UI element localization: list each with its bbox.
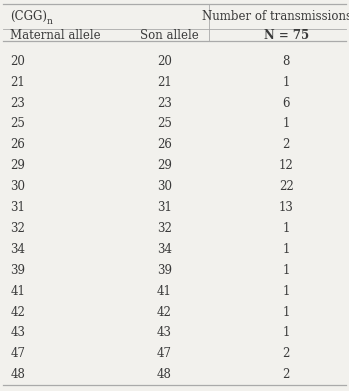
Text: 12: 12 — [279, 159, 294, 172]
Text: 43: 43 — [10, 326, 25, 339]
Text: 26: 26 — [10, 138, 25, 151]
Text: 1: 1 — [282, 285, 290, 298]
Text: 47: 47 — [10, 347, 25, 360]
Text: 32: 32 — [157, 222, 172, 235]
Text: 34: 34 — [157, 243, 172, 256]
Text: 25: 25 — [10, 117, 25, 131]
Text: 1: 1 — [282, 222, 290, 235]
Text: 1: 1 — [282, 76, 290, 89]
Text: 48: 48 — [157, 368, 172, 381]
Text: 2: 2 — [282, 368, 290, 381]
Text: 13: 13 — [279, 201, 294, 214]
Text: 1: 1 — [282, 264, 290, 277]
Text: 48: 48 — [10, 368, 25, 381]
Text: 30: 30 — [157, 180, 172, 193]
Text: 32: 32 — [10, 222, 25, 235]
Text: 20: 20 — [10, 55, 25, 68]
Text: 8: 8 — [282, 55, 290, 68]
Text: Son allele: Son allele — [140, 29, 198, 42]
Text: 26: 26 — [157, 138, 172, 151]
Text: 1: 1 — [282, 305, 290, 319]
Text: 22: 22 — [279, 180, 294, 193]
Text: 42: 42 — [157, 305, 172, 319]
Text: 21: 21 — [157, 76, 172, 89]
Text: Number of transmissions: Number of transmissions — [202, 10, 349, 23]
Text: 30: 30 — [10, 180, 25, 193]
Text: 34: 34 — [10, 243, 25, 256]
Text: 31: 31 — [157, 201, 172, 214]
Text: 47: 47 — [157, 347, 172, 360]
Text: 23: 23 — [157, 97, 172, 109]
Text: 1: 1 — [282, 326, 290, 339]
Text: 39: 39 — [10, 264, 25, 277]
Text: 6: 6 — [282, 97, 290, 109]
Text: 29: 29 — [10, 159, 25, 172]
Text: 41: 41 — [10, 285, 25, 298]
Text: 23: 23 — [10, 97, 25, 109]
Text: 25: 25 — [157, 117, 172, 131]
Text: 20: 20 — [157, 55, 172, 68]
Text: 42: 42 — [10, 305, 25, 319]
Text: 43: 43 — [157, 326, 172, 339]
Text: 2: 2 — [282, 138, 290, 151]
Text: Maternal allele: Maternal allele — [10, 29, 101, 42]
Text: N = 75: N = 75 — [263, 29, 309, 42]
Text: (CGG): (CGG) — [10, 10, 47, 23]
Text: 21: 21 — [10, 76, 25, 89]
Text: n: n — [47, 17, 53, 26]
Text: 39: 39 — [157, 264, 172, 277]
Text: 1: 1 — [282, 117, 290, 131]
Text: 29: 29 — [157, 159, 172, 172]
Text: 31: 31 — [10, 201, 25, 214]
Text: 2: 2 — [282, 347, 290, 360]
Text: 1: 1 — [282, 243, 290, 256]
Text: 41: 41 — [157, 285, 172, 298]
